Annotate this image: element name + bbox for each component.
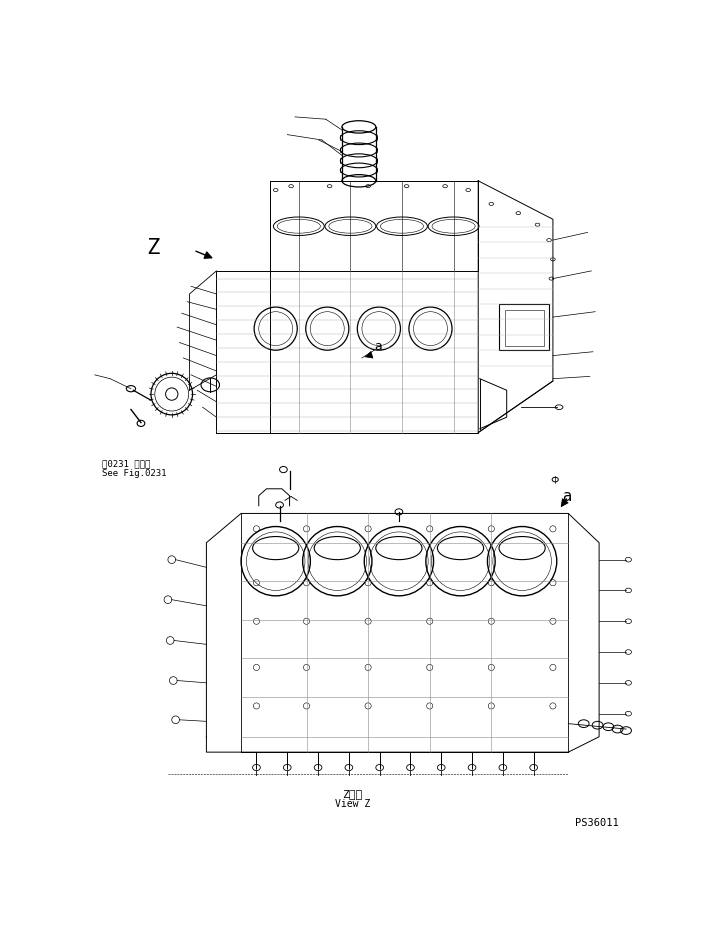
Text: 第0231 図参照: 第0231 図参照 bbox=[103, 460, 151, 468]
Ellipse shape bbox=[314, 765, 322, 771]
Ellipse shape bbox=[252, 765, 260, 771]
Ellipse shape bbox=[283, 765, 291, 771]
Ellipse shape bbox=[345, 765, 353, 771]
Bar bbox=[499, 304, 549, 350]
Ellipse shape bbox=[172, 716, 180, 723]
Ellipse shape bbox=[126, 385, 135, 392]
Bar bbox=[506, 310, 544, 346]
Text: Z: Z bbox=[146, 237, 160, 258]
Ellipse shape bbox=[164, 596, 172, 604]
Ellipse shape bbox=[376, 765, 384, 771]
Ellipse shape bbox=[168, 556, 175, 563]
Ellipse shape bbox=[276, 502, 283, 508]
Ellipse shape bbox=[437, 765, 445, 771]
Ellipse shape bbox=[395, 509, 403, 515]
Text: a: a bbox=[562, 489, 572, 504]
Text: Z　视: Z 视 bbox=[342, 789, 363, 799]
Ellipse shape bbox=[170, 676, 177, 685]
Text: See Fig.0231: See Fig.0231 bbox=[103, 469, 167, 478]
Ellipse shape bbox=[406, 765, 414, 771]
Ellipse shape bbox=[166, 637, 174, 644]
Ellipse shape bbox=[499, 765, 507, 771]
Text: View Z: View Z bbox=[335, 799, 370, 809]
Text: PS36011: PS36011 bbox=[575, 818, 618, 828]
Ellipse shape bbox=[468, 765, 476, 771]
Ellipse shape bbox=[530, 765, 538, 771]
Text: a: a bbox=[374, 340, 382, 353]
